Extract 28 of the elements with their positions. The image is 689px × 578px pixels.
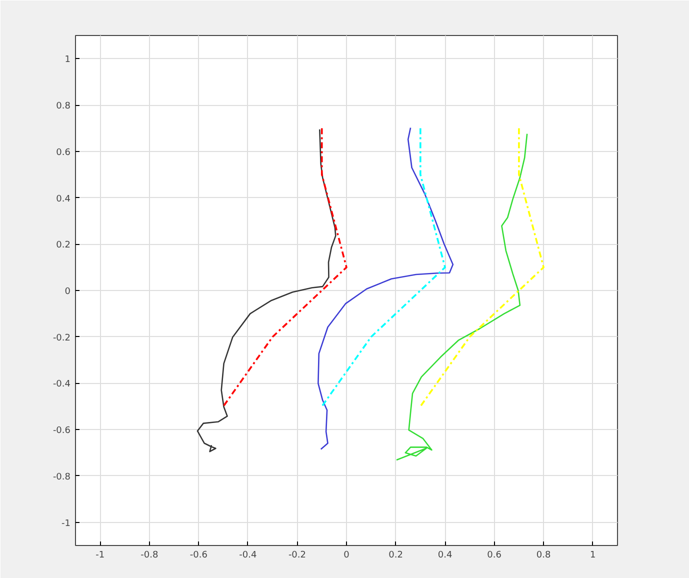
y-tick-label: 0.8 (56, 102, 71, 112)
x-tick-label: 0.6 (487, 550, 502, 560)
x-tick-label: 1 (590, 550, 596, 560)
y-tick-label: 0.6 (56, 148, 71, 158)
x-tick-label: -0.4 (239, 550, 258, 560)
y-tick-label: -0.6 (52, 426, 71, 436)
line-series (222, 127, 348, 408)
y-tick-label: -0.4 (52, 380, 71, 390)
x-tick-label: 0.4 (438, 550, 452, 560)
line-series (196, 128, 336, 452)
line-series (320, 127, 446, 408)
line-series (396, 133, 528, 461)
x-tick-label: -0.6 (190, 550, 208, 560)
y-tick-label: 0 (64, 287, 71, 297)
x-tick-label: 0.8 (536, 550, 552, 560)
x-tick-label: -1 (96, 550, 105, 560)
x-tick-label: -0.8 (140, 550, 158, 560)
line-series (318, 127, 454, 450)
y-tick-label: -1 (62, 518, 71, 529)
y-tick-label: 1 (64, 55, 71, 66)
x-tick-label: 0.2 (388, 550, 403, 560)
y-tick-label: -0.8 (52, 472, 71, 482)
y-tick-label: 0.2 (56, 240, 71, 251)
y-tick-label: -0.2 (52, 333, 70, 344)
line-series (420, 127, 544, 408)
x-tick-label: -0.2 (288, 550, 306, 560)
y-tick-label: 0.4 (56, 194, 71, 204)
x-tick-label: 0 (344, 550, 350, 560)
